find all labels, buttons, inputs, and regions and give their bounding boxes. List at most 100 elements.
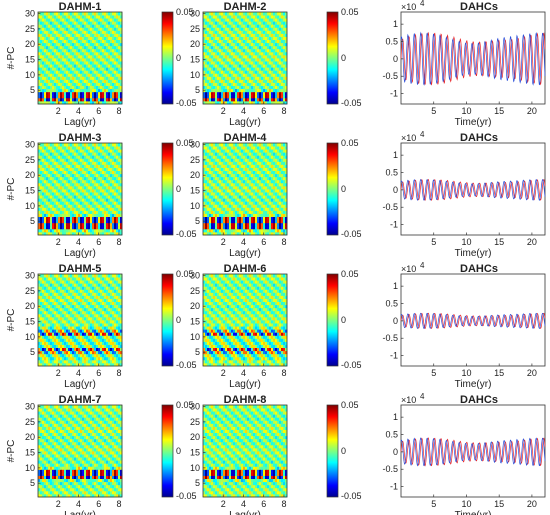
heatmap-cell: [50, 189, 53, 193]
heatmap-cell: [46, 54, 49, 59]
heatmap-cell: [247, 58, 250, 62]
heatmap-cell: [209, 161, 212, 165]
heatmap-cell: [271, 48, 274, 53]
heatmap-cell: [98, 73, 101, 77]
heatmap-cell: [225, 42, 228, 47]
heatmap-cell: [114, 21, 117, 25]
heatmap-cell: [40, 94, 43, 99]
heatmap-cell: [110, 231, 113, 236]
heatmap-cell: [68, 179, 71, 184]
heatmap-cell: [92, 173, 95, 178]
heatmap-cell: [203, 54, 206, 59]
heatmap-cell: [263, 158, 266, 162]
heatmap-cell: [275, 100, 278, 105]
heatmap-cell: [209, 36, 212, 40]
heatmap-cell: [44, 45, 47, 50]
heatmap-cell: [227, 164, 230, 168]
heatmap-cell: [245, 45, 248, 50]
heatmap-cell: [215, 216, 218, 221]
heatmap-cell: [221, 155, 224, 159]
heatmap-cell: [261, 36, 264, 40]
heatmap-cell: [116, 24, 119, 28]
heatmap-cell: [82, 207, 85, 211]
heatmap-cell: [237, 219, 240, 224]
heatmap-cell: [48, 155, 51, 159]
heatmap-cell: [231, 158, 234, 162]
heatmap-cell: [50, 33, 53, 37]
heatmap-cell: [70, 79, 73, 83]
heatmap-cell: [269, 61, 272, 65]
heatmap-cell: [82, 182, 85, 187]
heatmap-cell: [106, 143, 109, 147]
heatmap-cell: [243, 155, 246, 159]
heatmap-cell: [84, 185, 87, 190]
heatmap-cell: [98, 85, 101, 90]
heatmap-cell: [50, 207, 53, 211]
heatmap-cell: [64, 195, 67, 199]
heatmap-cell: [52, 179, 55, 184]
heatmap-cell: [237, 48, 240, 53]
heatmap-cell: [52, 198, 55, 202]
heatmap-cell: [285, 231, 288, 236]
heatmap-cell: [265, 76, 268, 80]
heatmap-cell: [86, 179, 89, 184]
heatmap-cell: [106, 45, 109, 50]
heatmap-cell: [257, 170, 260, 175]
heatmap-cell: [225, 82, 228, 86]
heatmap-cell: [76, 73, 79, 77]
heatmap-cell: [283, 91, 286, 96]
heatmap-cell: [104, 45, 107, 50]
heatmap-cell: [205, 82, 208, 86]
heatmap-cell: [253, 198, 256, 202]
heatmap-cell: [50, 201, 53, 205]
heatmap-cell: [78, 164, 81, 168]
heatmap-cell: [205, 231, 208, 236]
heatmap-cell: [90, 185, 93, 190]
heatmap-cell: [227, 85, 230, 90]
heatmap-cell: [46, 36, 49, 40]
heatmap-cell: [223, 228, 226, 233]
heatmap-cell: [203, 198, 206, 202]
heatmap-cell: [239, 30, 242, 34]
heatmap-cell: [78, 73, 81, 77]
heatmap-cell: [40, 76, 43, 80]
heatmap-cell: [269, 51, 272, 56]
heatmap-cell: [46, 192, 49, 196]
heatmap-cell: [102, 210, 105, 214]
heatmap-cell: [279, 45, 282, 50]
heatmap-cell: [94, 64, 97, 68]
heatmap-cell: [58, 94, 61, 99]
heatmap-cell: [38, 210, 41, 214]
heatmap-cell: [257, 225, 260, 230]
heatmap-cell: [277, 182, 280, 187]
heatmap-cell: [56, 88, 59, 93]
heatmap-cell: [62, 64, 65, 68]
heatmap-cell: [261, 94, 264, 99]
heatmap-cell: [217, 201, 220, 205]
heatmap-cell: [96, 213, 99, 217]
heatmap-cell: [233, 24, 236, 28]
heatmap-cell: [267, 30, 270, 34]
heatmap-cell: [233, 216, 236, 221]
heatmap-cell: [253, 170, 256, 175]
heatmap-cell: [249, 30, 252, 34]
heatmap-cell: [102, 179, 105, 184]
heatmap-cell: [223, 152, 226, 156]
heatmap-cell: [104, 161, 107, 165]
heatmap-cell: [48, 48, 51, 53]
heatmap-cell: [209, 176, 212, 181]
heatmap-cell: [98, 36, 101, 40]
heatmap-cell: [203, 182, 206, 187]
heatmap-cell: [76, 225, 79, 230]
heatmap-cell: [281, 73, 284, 77]
heatmap-cell: [102, 39, 105, 44]
heatmap-cell: [207, 176, 210, 181]
heatmap-cell: [118, 76, 121, 80]
heatmap-cell: [86, 207, 89, 211]
heatmap-cell: [233, 94, 236, 99]
heatmap-cell: [219, 225, 222, 230]
heatmap-cell: [86, 182, 89, 187]
heatmap-cell: [251, 195, 254, 199]
heatmap-cell: [231, 179, 234, 184]
heatmap-cell: [267, 27, 270, 31]
